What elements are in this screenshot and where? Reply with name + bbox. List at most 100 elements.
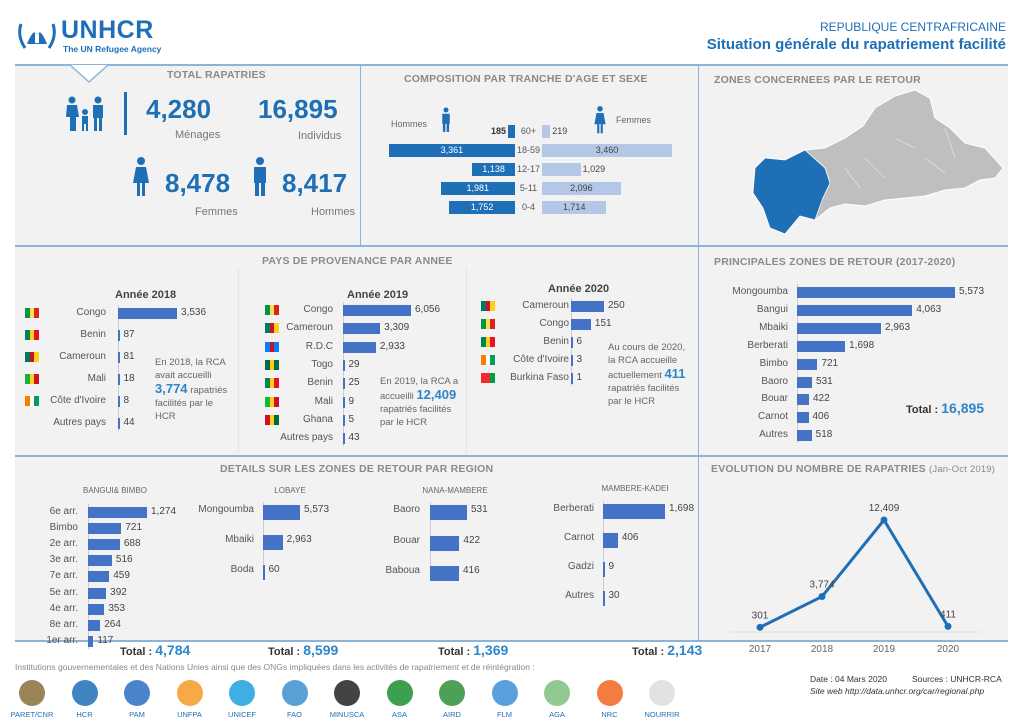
- bar-value: 250: [608, 300, 625, 311]
- bar: [118, 418, 120, 429]
- bar-label: Autres: [565, 590, 594, 601]
- bar-value: 422: [463, 534, 481, 546]
- women-label: Femmes: [616, 115, 652, 125]
- women-bar: [542, 163, 581, 176]
- man-icon: [442, 107, 450, 132]
- car-map: [752, 89, 1004, 235]
- bar: [571, 373, 573, 384]
- bar-value: 1,274: [151, 506, 177, 517]
- fao-logo-icon: [281, 680, 308, 706]
- bar: [797, 412, 809, 424]
- total-value: 8,599: [303, 642, 339, 658]
- bar: [603, 562, 605, 577]
- partner-label: NOURRIR: [644, 710, 680, 719]
- asa-logo-icon: [386, 680, 413, 706]
- man-icon: [254, 157, 266, 196]
- note-text: En 2018, la RCA avait accueilli: [155, 357, 226, 381]
- bar: [88, 603, 105, 615]
- women-bar: [542, 182, 621, 195]
- flag-mali-icon: [25, 374, 40, 384]
- region-title: MAMBERE-KADEI: [601, 484, 669, 493]
- bar-value: 5,573: [959, 286, 985, 297]
- unhcr-logo: UNHCR The UN Refugee Agency: [15, 16, 175, 56]
- bar: [343, 359, 345, 371]
- bar-value: 43: [348, 432, 360, 444]
- bar-label: Bouar: [393, 534, 420, 546]
- age-group-label: 0-4: [521, 202, 535, 212]
- individus-label: Individus: [298, 130, 342, 142]
- unhcr-emblem-icon: [18, 23, 56, 49]
- individus-value: 16,895: [258, 94, 338, 124]
- partner-label: HCR: [76, 710, 93, 719]
- bar-value: 87: [123, 329, 135, 340]
- partner-label: ASA: [391, 710, 407, 719]
- bar-value: 459: [113, 570, 130, 582]
- bar-value: 2,963: [286, 534, 312, 545]
- flag-rdc-icon: [265, 341, 280, 352]
- age-group-label: 5-11: [519, 183, 538, 193]
- bar: [118, 396, 120, 407]
- pam-logo-icon: [124, 680, 150, 706]
- x-tick-label: 2019: [873, 644, 896, 655]
- bar-value: 3,536: [181, 307, 207, 318]
- bar: [343, 305, 411, 316]
- bar: [797, 376, 813, 388]
- pointer-notch: [70, 64, 109, 84]
- bar-value: 1,698: [669, 503, 695, 514]
- axis-line: [118, 305, 119, 431]
- bar: [603, 591, 605, 606]
- bar: [263, 565, 265, 580]
- zones-title: PRINCIPALES ZONES DE RETOUR (2017-2020): [714, 256, 956, 268]
- series-line: [759, 517, 950, 629]
- bar: [88, 635, 94, 647]
- bar-value: 264: [104, 618, 121, 630]
- bar: [430, 566, 459, 581]
- year-2019-title: Année 2019: [347, 289, 409, 301]
- bar: [118, 330, 120, 341]
- bar-label: 5e arr.: [49, 586, 78, 598]
- year-2020-title: Année 2020: [548, 283, 610, 295]
- bar-label: Cameroun: [59, 351, 106, 362]
- bar-value: 2,933: [379, 340, 405, 352]
- total-label: Total :: [120, 646, 153, 658]
- divider: [698, 66, 699, 640]
- hommes-value: 8,417: [282, 168, 348, 198]
- sources-text: Sources : UNHCR-RCA: [912, 674, 1002, 684]
- men-label: Hommes: [391, 119, 428, 129]
- bar: [797, 304, 913, 316]
- nana-total: Total : 1,369: [438, 642, 508, 658]
- bar-label: R.D.C: [305, 340, 333, 352]
- women-bar: [542, 125, 551, 138]
- note-number: 12,409: [416, 387, 457, 402]
- bar-label: Benin: [543, 336, 569, 347]
- total-label: Total :: [906, 404, 939, 416]
- partner-label: AIRD: [443, 710, 461, 719]
- flag-congo-icon: [481, 319, 496, 329]
- bar-label: Benin: [307, 377, 333, 389]
- bar: [797, 358, 818, 370]
- femmes-label: Femmes: [195, 206, 238, 218]
- partner-label: UNICEF: [228, 710, 256, 719]
- bar-value: 353: [108, 602, 126, 614]
- bar-label: Mbaiki: [225, 534, 254, 545]
- bar-label: Autres: [759, 429, 788, 441]
- note-2019: En 2019, la RCA a accueilli 12,409 rapat…: [380, 375, 462, 429]
- bar-label: Baboua: [385, 565, 420, 576]
- bar-label: Gadzi: [567, 561, 594, 572]
- nourrir-logo-icon: [649, 680, 675, 706]
- website-link[interactable]: Site web http://data.unhcr.org/car/regio…: [810, 686, 985, 696]
- bar-value: 5: [348, 413, 355, 425]
- divider: [360, 66, 361, 245]
- bar-label: 1er arr.: [46, 634, 78, 646]
- lobaye-total: Total : 8,599: [268, 642, 338, 658]
- note-text: Au cours de 2020, la RCA accueille actue…: [608, 342, 686, 381]
- bar-value: 531: [471, 504, 488, 515]
- bar-label: Congo: [303, 304, 333, 315]
- age-group-label: 60+: [520, 126, 537, 136]
- bar: [343, 341, 376, 353]
- bar: [571, 301, 604, 312]
- bar-value: 721: [821, 357, 839, 369]
- evolution-line-chart: 301 2017 3,774 2018 12,409 2019 411 2020: [730, 503, 980, 655]
- flag-cameroun-icon: [481, 301, 496, 311]
- chart-subtitle: (Jan-Oct 2019): [928, 464, 996, 475]
